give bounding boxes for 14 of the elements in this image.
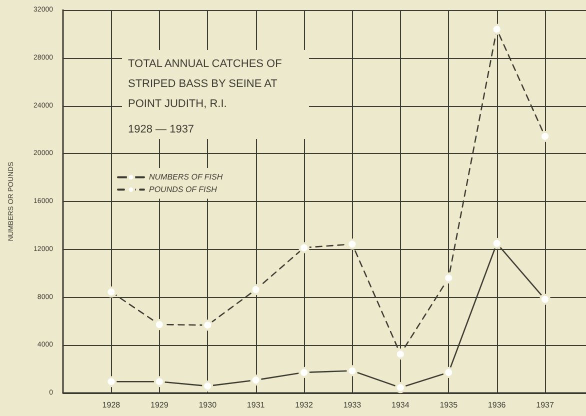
legend-label: NUMBERS OF FISH bbox=[149, 172, 223, 182]
text: TOTAL ANNUAL CATCHES OF STRIPED BASS BY SEINE AT POINT JUDITH, R.I. bbox=[128, 58, 285, 110]
x-tick-label: 1937 bbox=[536, 400, 554, 410]
x-tick-label: 1934 bbox=[392, 400, 410, 410]
x-tick-label: 1928 bbox=[102, 400, 121, 410]
x-tick-label: 1931 bbox=[246, 400, 266, 410]
x-tick-label: 1929 bbox=[150, 400, 169, 410]
x-tick-label: 1930 bbox=[198, 400, 218, 410]
x-tick-label: 1936 bbox=[488, 400, 506, 410]
x-tick-label: 1932 bbox=[295, 400, 314, 410]
text: 1928 — 1937 bbox=[128, 124, 194, 136]
x-tick-label: 1933 bbox=[343, 400, 362, 410]
x-tick-label: 1935 bbox=[440, 400, 458, 410]
legend-label: POUNDS OF FISH bbox=[149, 185, 218, 194]
